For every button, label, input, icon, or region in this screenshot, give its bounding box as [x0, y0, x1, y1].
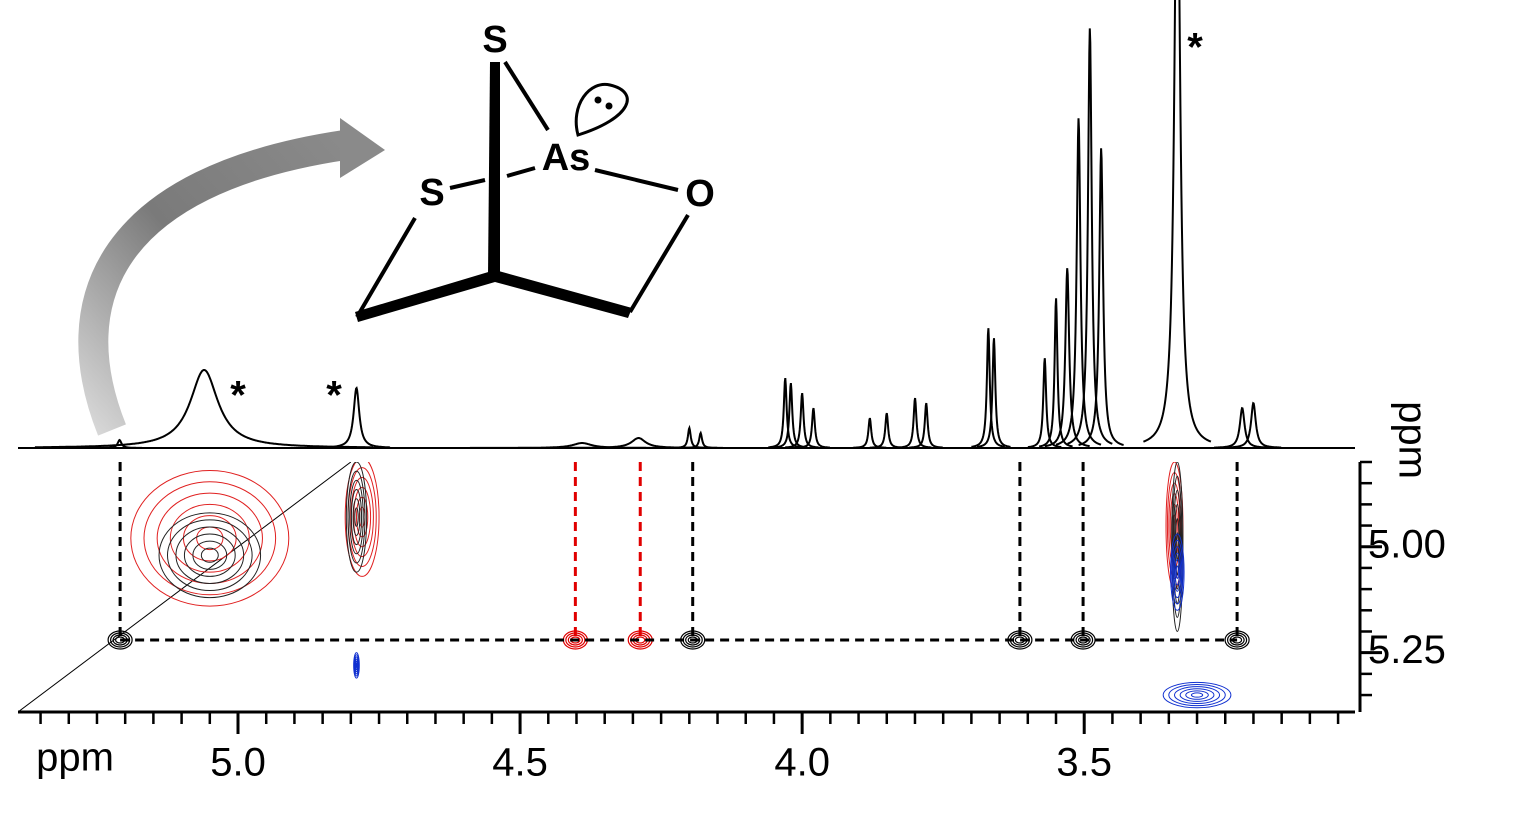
atom-label: O: [685, 173, 715, 215]
arrow: [78, 118, 385, 436]
y-tick-label: 5.25: [1368, 628, 1446, 672]
contour: [143, 481, 277, 596]
spectrum-peak: [1078, 148, 1124, 446]
contour: [354, 507, 359, 527]
atom-label: S: [482, 19, 507, 61]
x-tick-label: 3.5: [1056, 741, 1112, 785]
contour: [1173, 503, 1181, 590]
contour: [353, 652, 360, 679]
spectrum-peak: [785, 392, 819, 449]
contour: [1168, 683, 1226, 707]
spectrum-peak: [1214, 406, 1270, 449]
contour: [169, 503, 250, 573]
molecule: [355, 60, 690, 322]
spectrum-peak: [768, 377, 802, 449]
spectrum-peak: [909, 402, 943, 449]
contour: [1174, 517, 1180, 576]
annotation: *: [1187, 26, 1203, 70]
contour: [1190, 692, 1204, 698]
contour: [200, 547, 219, 563]
spectrum-peak: [34, 369, 373, 449]
contour: [347, 470, 366, 564]
contour: [350, 489, 363, 546]
contour: [1172, 546, 1183, 599]
contour: [1170, 533, 1185, 611]
spectrum-peak: [898, 397, 932, 449]
x-tick-label: 4.0: [774, 741, 830, 785]
y-axis-label: ppm: [1390, 401, 1434, 479]
contour: [349, 479, 364, 555]
contour: [1171, 539, 1184, 605]
contour: [130, 469, 290, 607]
contour: [1173, 552, 1182, 592]
spectrum-peak: [97, 438, 142, 449]
contour: [355, 662, 358, 669]
contour: [1173, 686, 1221, 705]
contour: [182, 515, 237, 562]
contour: [1185, 690, 1209, 700]
contour: [158, 512, 262, 599]
atom-label: As: [542, 137, 591, 179]
spectrum-peak: [1055, 118, 1102, 446]
spectrum-peak: [322, 386, 391, 449]
spectrum-peak: [773, 382, 808, 449]
contour: [175, 526, 245, 584]
contour: [183, 533, 236, 577]
x-tick-label: 5.0: [210, 741, 266, 785]
spectrum-peak: [852, 417, 887, 449]
x-axis-label: ppm: [36, 736, 114, 780]
spectrum-peak: [1038, 298, 1073, 448]
spectrum-peak: [1225, 401, 1282, 449]
contour: [1171, 462, 1184, 632]
spectrum-peak: [796, 407, 830, 449]
contour: [196, 526, 224, 551]
spectrum-peak: [869, 412, 904, 449]
contour: [1179, 688, 1215, 702]
contour: [1174, 558, 1181, 586]
spectrum-peak: [1027, 358, 1062, 449]
spectrum-peak: [971, 328, 1006, 448]
contour: [1175, 565, 1179, 580]
contour: [1162, 681, 1232, 709]
spectrum-peak: [976, 338, 1011, 448]
contour: [192, 540, 228, 570]
atom-label: S: [419, 172, 444, 214]
spectrum-peak: [1143, 0, 1212, 443]
annotation: *: [326, 374, 342, 418]
contour: [350, 477, 374, 558]
contour: [352, 498, 361, 536]
x-tick-label: 4.5: [492, 741, 548, 785]
spectrum-peak: [469, 442, 695, 449]
spectrum-peak: [683, 430, 718, 449]
spectrum-peak: [1067, 28, 1113, 445]
diagonal: [18, 462, 352, 712]
contour: [166, 519, 253, 592]
spectrum-peak: [672, 424, 706, 449]
plot-1d: [18, 0, 1355, 449]
y-tick-label: 5.00: [1368, 522, 1446, 566]
contour: [344, 462, 380, 577]
plot-2d: [18, 462, 1250, 712]
contour: [353, 486, 372, 548]
contour: [345, 462, 368, 573]
annotation: *: [230, 374, 246, 418]
